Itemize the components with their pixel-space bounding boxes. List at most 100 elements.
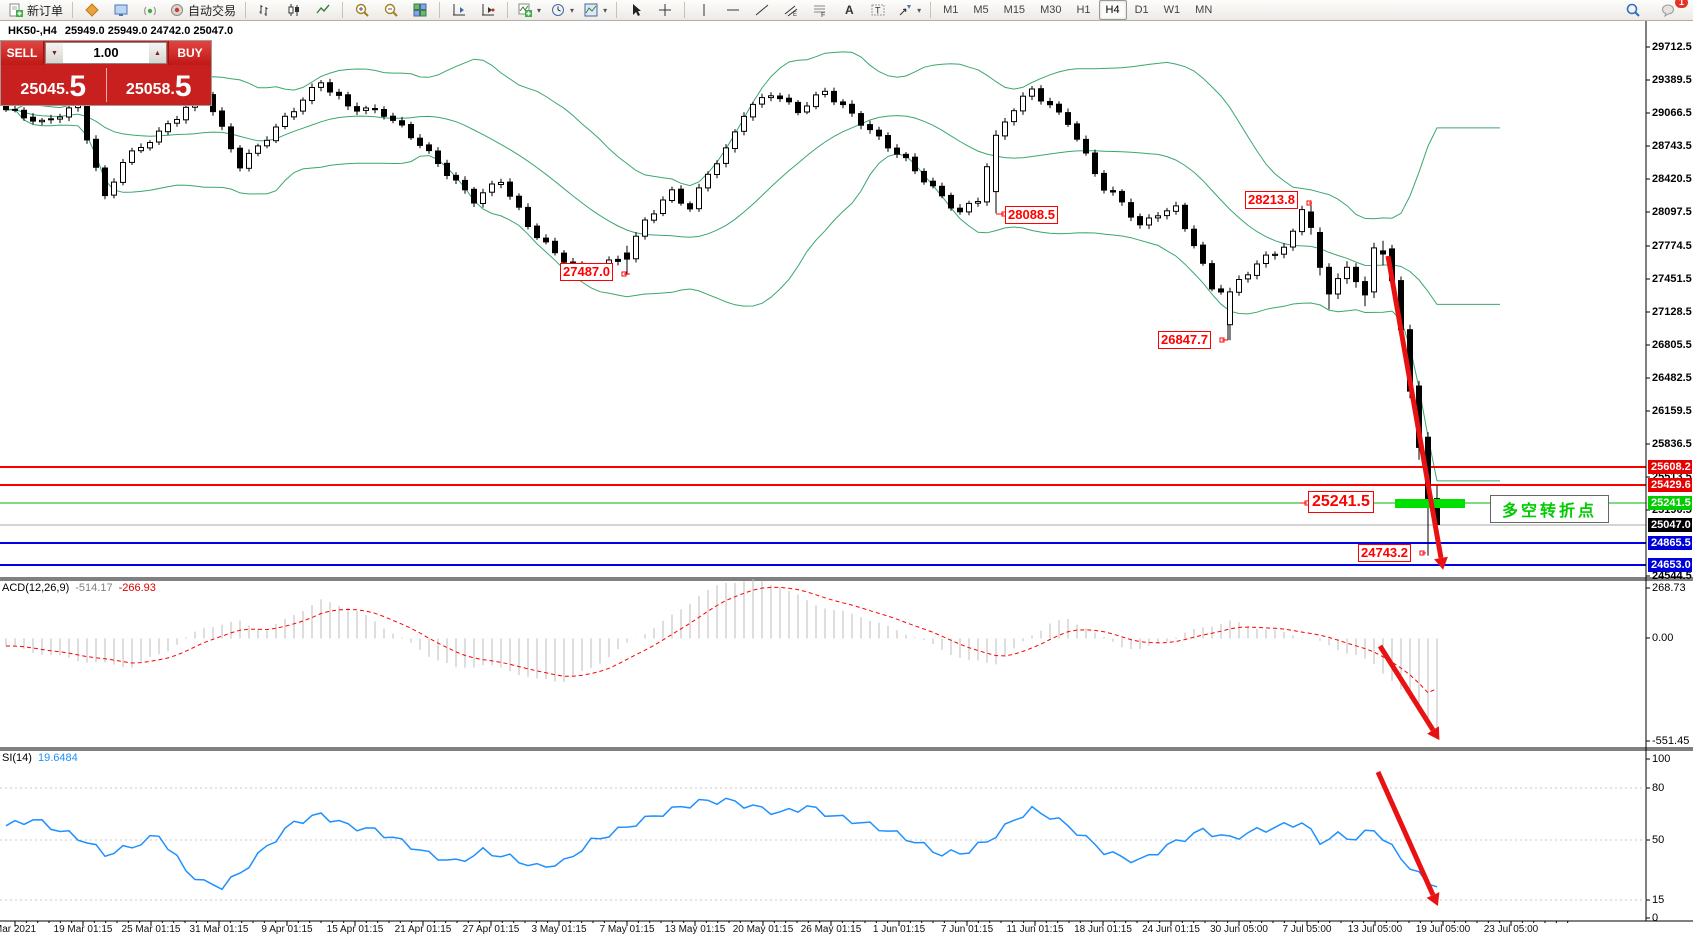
rsi-scale-label: 100 bbox=[1652, 753, 1671, 765]
one-click-trade-panel: SELL ▼ 1.00 ▲ BUY 25045. 5 25058. 5 bbox=[0, 40, 212, 106]
arrows-button[interactable]: ▾ bbox=[893, 0, 925, 20]
chart-bars-icon bbox=[259, 5, 268, 16]
time-label: 21 Apr 01:15 bbox=[394, 924, 452, 935]
price-tick-label: 29712.5 bbox=[1652, 41, 1692, 53]
time-label: 20 May 01:15 bbox=[732, 924, 794, 935]
price-callout[interactable]: 24743.2 bbox=[1358, 544, 1411, 562]
notifications-button[interactable]: 1 bbox=[1655, 0, 1688, 20]
chart-bars-button[interactable] bbox=[251, 0, 279, 20]
timeframe-button-m1[interactable]: M1 bbox=[943, 4, 959, 16]
rsi-name: SI(14) bbox=[2, 752, 32, 764]
zoom-in-button[interactable] bbox=[348, 0, 376, 20]
new-order-button[interactable]: 新订单 bbox=[4, 0, 67, 20]
price-badge: 24865.5 bbox=[1648, 536, 1692, 550]
time-label: Mar 2021 bbox=[0, 924, 37, 935]
time-label: 26 May 01:15 bbox=[800, 924, 862, 935]
price-callout[interactable]: 28088.5 bbox=[1005, 206, 1058, 224]
price-callout[interactable]: 28213.8 bbox=[1245, 191, 1298, 209]
vline-icon bbox=[703, 4, 705, 16]
price-callout[interactable]: 25241.5 bbox=[1308, 491, 1374, 513]
timeframe-button-h4[interactable]: H4 bbox=[1098, 0, 1127, 20]
cursor-button[interactable] bbox=[622, 0, 650, 20]
signal-button[interactable] bbox=[136, 0, 164, 20]
buy-button[interactable]: BUY bbox=[168, 41, 211, 65]
timeframe-button-m5[interactable]: M5 bbox=[973, 4, 989, 16]
chart-ohlc-title: HK50-,H4 25949.0 25949.0 24742.0 25047.0 bbox=[8, 25, 233, 37]
arrows-icon bbox=[899, 5, 912, 16]
editor-button[interactable] bbox=[78, 0, 106, 20]
indicators-button[interactable]: ▾ bbox=[513, 0, 545, 20]
fibonacci-button[interactable]: F bbox=[806, 0, 834, 20]
symbol-label: HK50-,H4 bbox=[8, 25, 57, 37]
time-label: 23 Jul 05:00 bbox=[1483, 924, 1539, 935]
timeframe-button-h1[interactable]: H1 bbox=[1076, 4, 1091, 16]
toolbar-separator bbox=[72, 2, 74, 18]
price-badge: 25608.2 bbox=[1648, 460, 1692, 474]
bull-bear-turning-point-note[interactable]: 多空转折点 bbox=[1490, 495, 1609, 523]
price-callout[interactable]: 26847.7 bbox=[1158, 331, 1211, 349]
chart-shift-button[interactable] bbox=[445, 0, 473, 20]
crosshair-button[interactable] bbox=[651, 0, 679, 20]
timeframe-button-w1[interactable]: W1 bbox=[1163, 4, 1181, 16]
autotrade-button[interactable]: 自动交易 bbox=[165, 0, 240, 20]
tile-windows-icon bbox=[413, 3, 427, 17]
time-label: 18 Jun 01:15 bbox=[1074, 924, 1132, 935]
tile-windows-button[interactable] bbox=[406, 0, 434, 20]
new-order-icon bbox=[9, 3, 23, 17]
svg-text:T: T bbox=[875, 6, 881, 16]
timeframe-button-m30[interactable]: M30 bbox=[1040, 4, 1062, 16]
trend-arrow-2 bbox=[1375, 770, 1436, 897]
time-label: 11 Jun 01:15 bbox=[1006, 924, 1064, 935]
editor-icon bbox=[85, 3, 99, 17]
timeframe-button-m15[interactable]: M15 bbox=[1003, 4, 1026, 16]
channel-icon: E bbox=[784, 5, 798, 18]
volume-decrease-button[interactable]: ▼ bbox=[46, 43, 63, 63]
timeframe-button-mn[interactable]: MN bbox=[1195, 4, 1213, 16]
volume-input[interactable]: 1.00 bbox=[93, 45, 119, 60]
time-label: 30 Jun 05:00 bbox=[1210, 924, 1268, 935]
volume-increase-button[interactable]: ▲ bbox=[149, 43, 166, 63]
rsi-line bbox=[5, 797, 1438, 891]
autotrade-icon bbox=[171, 4, 184, 16]
price-badge: 24653.0 bbox=[1648, 558, 1692, 572]
price-badge: 25429.6 bbox=[1648, 478, 1692, 492]
macd-value: -514.17 bbox=[75, 582, 113, 594]
price-tick-label: 28420.5 bbox=[1652, 173, 1692, 185]
chart-line-button[interactable] bbox=[309, 0, 337, 20]
timeframe-button-d1[interactable]: D1 bbox=[1134, 4, 1149, 16]
templates-button[interactable]: ▾ bbox=[579, 0, 611, 20]
chart-autoscroll-button[interactable] bbox=[474, 0, 502, 20]
periods-button[interactable]: ▾ bbox=[546, 0, 578, 20]
hline-button[interactable] bbox=[719, 0, 747, 20]
time-label: 1 Jun 01:15 bbox=[872, 924, 926, 935]
price-tick-label: 27128.5 bbox=[1652, 306, 1692, 318]
price-callout[interactable]: 27487.0 bbox=[560, 263, 613, 281]
trendline-button[interactable] bbox=[748, 0, 776, 20]
buy-price[interactable]: 25058. 5 bbox=[107, 65, 212, 105]
rsi-indicator-label: SI(14) 19.6484 bbox=[2, 752, 78, 764]
toolbar-separator bbox=[245, 2, 247, 18]
zoom-out-button[interactable] bbox=[377, 0, 405, 20]
chart-candles-icon bbox=[288, 4, 300, 16]
text-button[interactable]: A bbox=[835, 0, 863, 20]
sell-price[interactable]: 25045. 5 bbox=[1, 65, 106, 105]
indicators-icon bbox=[518, 3, 533, 17]
terminal-button[interactable] bbox=[107, 0, 135, 20]
text-icon: A bbox=[845, 3, 854, 17]
vline-button[interactable] bbox=[690, 0, 718, 20]
time-label: 7 May 01:15 bbox=[599, 924, 655, 935]
time-label: 19 Jul 05:00 bbox=[1415, 924, 1471, 935]
chart-candles-button[interactable] bbox=[280, 0, 308, 20]
search-button[interactable] bbox=[1619, 0, 1647, 20]
channel-button[interactable]: E bbox=[777, 0, 805, 20]
trend-arrow-head-0 bbox=[1434, 556, 1448, 570]
text-label-button[interactable]: T bbox=[864, 0, 892, 20]
sell-button[interactable]: SELL bbox=[1, 41, 44, 65]
chart-background bbox=[0, 21, 1693, 936]
price-tick-label: 24544.5 bbox=[1652, 570, 1692, 582]
cursor-icon bbox=[633, 4, 642, 16]
toolbar-separator bbox=[439, 2, 441, 18]
time-label: 19 Mar 01:15 bbox=[53, 924, 113, 935]
